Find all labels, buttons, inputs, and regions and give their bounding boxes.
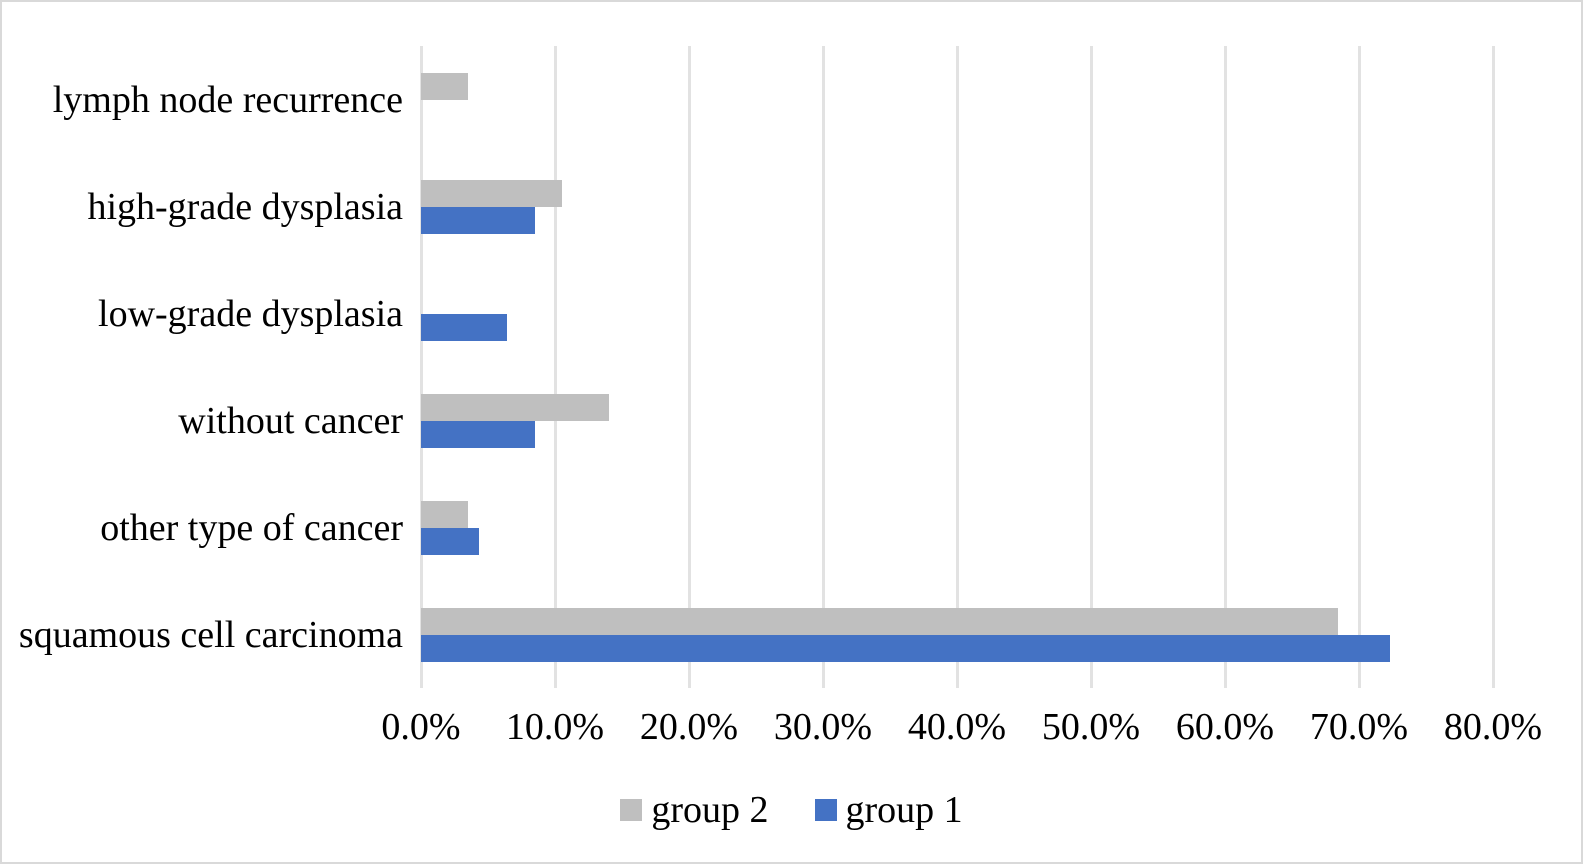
bar-group-2-high-grade-dysplasia <box>421 179 562 207</box>
x-tick-label-0.0%: 0.0% <box>381 706 461 748</box>
gridline-10.0% <box>553 46 557 688</box>
category-label-squamous-cell-carcinoma: squamous cell carcinoma <box>18 613 403 656</box>
bar-group-1-low-grade-dysplasia <box>421 313 507 341</box>
x-tick-label-70.0%: 70.0% <box>1309 706 1409 748</box>
legend-item-group-2: group 2 <box>620 788 769 832</box>
bar-group-2-without-cancer <box>421 393 609 421</box>
category-label-high-grade-dysplasia: high-grade dysplasia <box>87 185 403 228</box>
bar-group-1-without-cancer <box>421 420 535 448</box>
legend-item-group-1: group 1 <box>814 788 963 832</box>
x-tick-label-20.0%: 20.0% <box>639 706 739 748</box>
x-tick-label-80.0%: 80.0% <box>1443 706 1543 748</box>
legend-swatch-group-1-icon <box>814 799 837 821</box>
x-tick-label-30.0%: 30.0% <box>773 706 873 748</box>
gridline-80.0% <box>1491 46 1495 688</box>
gridline-0.0% <box>419 46 423 688</box>
bar-group-2-lymph-node-recurrence <box>421 72 468 100</box>
category-label-lymph-node-recurrence: lymph node recurrence <box>52 78 403 121</box>
legend: group 2 group 1 <box>2 788 1581 832</box>
bar-group-1-other-type-of-cancer <box>421 527 479 555</box>
gridline-30.0% <box>821 46 825 688</box>
bar-group-1-squamous-cell-carcinoma <box>421 634 1390 662</box>
x-tick-label-60.0%: 60.0% <box>1175 706 1275 748</box>
gridline-50.0% <box>1089 46 1093 688</box>
bar-group-2-squamous-cell-carcinoma <box>421 607 1338 635</box>
bar-group-2-other-type-of-cancer <box>421 500 468 528</box>
gridline-40.0% <box>955 46 959 688</box>
gridline-70.0% <box>1357 46 1361 688</box>
bar-group-1-high-grade-dysplasia <box>421 206 535 234</box>
category-label-without-cancer: without cancer <box>178 399 403 442</box>
legend-swatch-group-2-icon <box>620 799 643 821</box>
legend-label-group-1: group 1 <box>845 789 963 831</box>
x-tick-label-40.0%: 40.0% <box>907 706 1007 748</box>
plot-area <box>419 46 1495 688</box>
gridline-60.0% <box>1223 46 1227 688</box>
x-tick-label-50.0%: 50.0% <box>1041 706 1141 748</box>
legend-label-group-2: group 2 <box>651 789 769 831</box>
gridline-20.0% <box>687 46 691 688</box>
x-tick-label-10.0%: 10.0% <box>505 706 605 748</box>
category-label-other-type-of-cancer: other type of cancer <box>100 506 403 549</box>
category-label-low-grade-dysplasia: low-grade dysplasia <box>98 292 403 335</box>
